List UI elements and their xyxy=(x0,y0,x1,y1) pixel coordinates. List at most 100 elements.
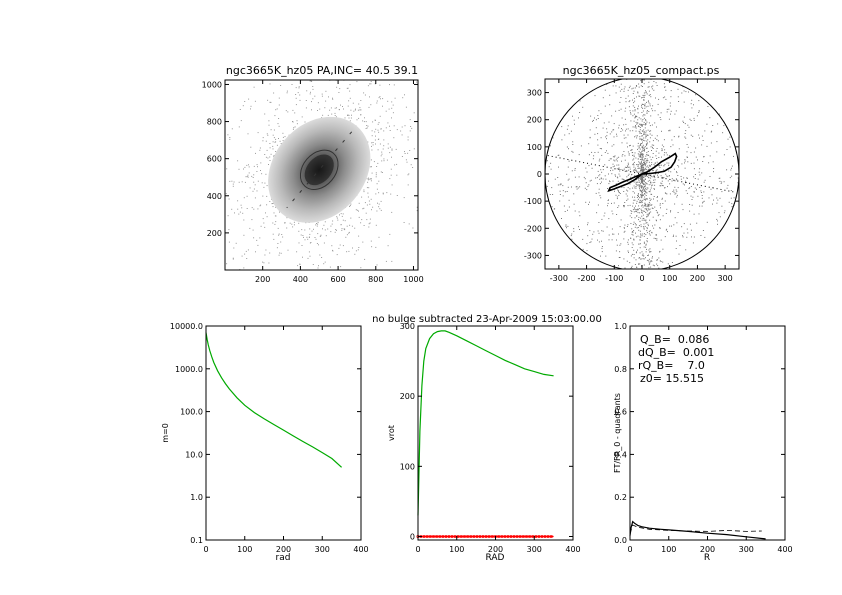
y-tick-label: 1000.0 xyxy=(175,365,203,374)
scatter-dot xyxy=(646,248,647,250)
scatter-dot xyxy=(645,204,647,206)
noise-dot xyxy=(306,90,308,92)
scatter-dot xyxy=(695,94,697,96)
scatter-dot xyxy=(698,134,700,136)
noise-dot xyxy=(341,229,343,231)
scatter-dot xyxy=(635,125,636,127)
scatter-dot xyxy=(627,205,629,207)
scatter-dot xyxy=(684,123,686,125)
noise-dot xyxy=(318,244,319,246)
noise-dot xyxy=(368,223,370,225)
scatter-dot xyxy=(649,230,651,232)
scatter-dot xyxy=(638,196,639,197)
scatter-dot xyxy=(709,117,711,119)
scatter-dot xyxy=(600,137,602,139)
scatter-dot xyxy=(635,116,636,118)
scatter-dot xyxy=(643,104,645,105)
noise-dot xyxy=(354,227,356,229)
noise-dot xyxy=(341,215,343,217)
scatter-dot xyxy=(645,195,647,196)
noise-dot xyxy=(401,134,403,136)
scatter-dot xyxy=(549,194,551,195)
scatter-dot xyxy=(640,202,642,204)
scatter-dot xyxy=(640,185,642,187)
scatter-dot xyxy=(687,146,689,148)
scatter-dot xyxy=(700,235,702,236)
noise-dot xyxy=(294,126,296,128)
noise-dot xyxy=(409,119,411,121)
noise-dot xyxy=(278,125,280,127)
noise-dot xyxy=(386,159,388,161)
scatter-dot xyxy=(646,241,648,243)
scatter-dot xyxy=(645,182,647,184)
scatter-dot xyxy=(641,157,643,159)
scatter-dot xyxy=(671,178,673,180)
scatter-dot xyxy=(627,167,629,168)
scatter-dot xyxy=(643,198,645,200)
noise-dot xyxy=(251,207,253,209)
scatter-dot xyxy=(592,233,594,235)
noise-dot xyxy=(256,190,258,192)
noise-dot xyxy=(374,119,376,121)
noise-dot xyxy=(260,170,261,171)
scatter-dot xyxy=(564,211,566,212)
scatter-dot xyxy=(638,184,640,186)
noise-dot xyxy=(376,166,378,167)
noise-dot xyxy=(379,143,381,145)
scatter-dot xyxy=(634,175,636,177)
scatter-dot xyxy=(638,154,640,156)
scatter-dot xyxy=(627,198,629,200)
scatter-dot xyxy=(649,171,651,173)
scatter-dot xyxy=(663,177,665,178)
scatter-dot xyxy=(627,95,629,97)
noise-dot xyxy=(266,204,268,206)
scatter-dot xyxy=(663,146,665,148)
noise-dot xyxy=(308,285,309,286)
scatter-dot xyxy=(567,209,568,211)
scatter-dot xyxy=(692,242,694,244)
noise-dot xyxy=(371,135,373,137)
noise-dot xyxy=(305,100,307,101)
zero-marker xyxy=(431,534,436,539)
scatter-dot xyxy=(618,191,620,193)
noise-dot xyxy=(375,224,377,226)
noise-dot xyxy=(383,145,385,147)
noise-dot xyxy=(297,265,299,267)
noise-dot xyxy=(323,224,325,226)
scatter-dot xyxy=(608,183,610,185)
scatter-dot xyxy=(644,140,646,142)
scatter-dot xyxy=(641,189,643,191)
noise-dot xyxy=(291,84,293,85)
noise-dot xyxy=(287,111,289,113)
scatter-dot xyxy=(642,150,644,152)
noise-dot xyxy=(366,54,367,55)
bar-lobe xyxy=(607,152,678,193)
scatter-dot xyxy=(632,231,634,233)
noise-dot xyxy=(321,95,323,97)
scatter-dot xyxy=(637,227,639,228)
scatter-dot xyxy=(649,248,651,250)
scatter-dot xyxy=(716,141,718,143)
scatter-dot xyxy=(589,129,591,131)
scatter-dot xyxy=(639,184,641,186)
noise-dot xyxy=(257,180,259,182)
scatter-dot xyxy=(636,164,638,166)
noise-dot xyxy=(363,191,365,193)
scatter-dot xyxy=(597,144,599,146)
noise-dot xyxy=(279,55,280,56)
noise-dot xyxy=(227,215,229,217)
scatter-dot xyxy=(618,205,620,207)
noise-dot xyxy=(263,262,265,264)
scatter-dot xyxy=(640,233,642,235)
scatter-dot xyxy=(639,200,641,202)
scatter-dot xyxy=(642,148,644,149)
scatter-dot xyxy=(606,150,607,152)
noise-dot xyxy=(281,234,283,235)
noise-dot xyxy=(348,114,350,116)
noise-dot xyxy=(358,202,360,204)
zero-marker xyxy=(450,534,454,539)
noise-dot xyxy=(282,136,284,138)
scatter-dot xyxy=(651,260,653,262)
scatter-dot xyxy=(655,238,656,240)
noise-dot xyxy=(242,105,244,107)
